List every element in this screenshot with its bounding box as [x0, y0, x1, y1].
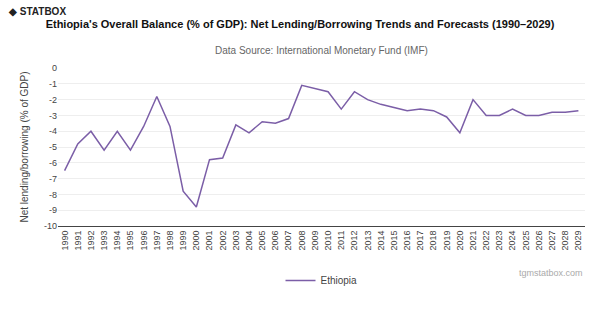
svg-text:◆ STATBOX: ◆ STATBOX: [8, 6, 66, 17]
svg-text:2002: 2002: [218, 231, 228, 251]
svg-text:1997: 1997: [152, 231, 162, 251]
svg-text:1998: 1998: [165, 231, 175, 251]
svg-text:1993: 1993: [99, 231, 109, 251]
svg-text:-3: -3: [49, 111, 57, 121]
svg-text:2006: 2006: [270, 231, 280, 251]
svg-text:-10: -10: [44, 221, 57, 231]
svg-text:-2: -2: [49, 95, 57, 105]
svg-text:2029: 2029: [573, 231, 583, 251]
svg-text:Data Source: International Mon: Data Source: International Monetary Fund…: [215, 45, 428, 56]
svg-text:2020: 2020: [455, 231, 465, 251]
svg-text:2013: 2013: [363, 231, 373, 251]
svg-text:2009: 2009: [310, 231, 320, 251]
svg-text:-6: -6: [49, 158, 57, 168]
svg-text:2010: 2010: [323, 231, 333, 251]
svg-text:-9: -9: [49, 205, 57, 215]
svg-text:2024: 2024: [507, 231, 517, 251]
svg-text:-1: -1: [49, 79, 57, 89]
svg-text:2017: 2017: [415, 231, 425, 251]
svg-text:2007: 2007: [283, 231, 293, 251]
svg-text:2005: 2005: [257, 231, 267, 251]
svg-text:tgmstatbox.com: tgmstatbox.com: [519, 268, 583, 278]
svg-text:Net lending/borrowing (% of GD: Net lending/borrowing (% of GDP): [19, 71, 30, 222]
svg-text:2019: 2019: [442, 231, 452, 251]
svg-text:2027: 2027: [547, 231, 557, 251]
svg-text:1996: 1996: [139, 231, 149, 251]
svg-text:2028: 2028: [560, 231, 570, 251]
svg-text:2003: 2003: [231, 231, 241, 251]
svg-text:1994: 1994: [112, 231, 122, 251]
svg-text:0: 0: [52, 63, 57, 73]
svg-text:Ethiopia: Ethiopia: [321, 275, 358, 286]
svg-text:2008: 2008: [297, 231, 307, 251]
svg-text:2018: 2018: [428, 231, 438, 251]
svg-text:2023: 2023: [494, 231, 504, 251]
svg-text:1990: 1990: [60, 231, 70, 251]
svg-text:1992: 1992: [86, 231, 96, 251]
svg-text:2014: 2014: [376, 231, 386, 251]
svg-text:2001: 2001: [204, 231, 214, 251]
svg-text:2011: 2011: [336, 231, 346, 250]
svg-text:1991: 1991: [73, 231, 83, 251]
svg-text:2000: 2000: [191, 231, 201, 251]
svg-text:Ethiopia's Overall Balance (%: Ethiopia's Overall Balance (% of GDP): N…: [46, 18, 555, 30]
svg-text:2021: 2021: [468, 231, 478, 251]
svg-text:2022: 2022: [481, 231, 491, 251]
svg-text:-8: -8: [49, 190, 57, 200]
svg-text:2026: 2026: [534, 231, 544, 251]
svg-text:2015: 2015: [389, 231, 399, 251]
svg-text:1995: 1995: [125, 231, 135, 251]
svg-text:-7: -7: [49, 174, 57, 184]
svg-text:2004: 2004: [244, 231, 254, 251]
svg-text:2016: 2016: [402, 231, 412, 251]
svg-text:2025: 2025: [521, 231, 531, 251]
svg-text:1999: 1999: [178, 231, 188, 251]
svg-text:-4: -4: [49, 126, 57, 136]
svg-text:2012: 2012: [349, 231, 359, 251]
svg-text:-5: -5: [49, 142, 57, 152]
